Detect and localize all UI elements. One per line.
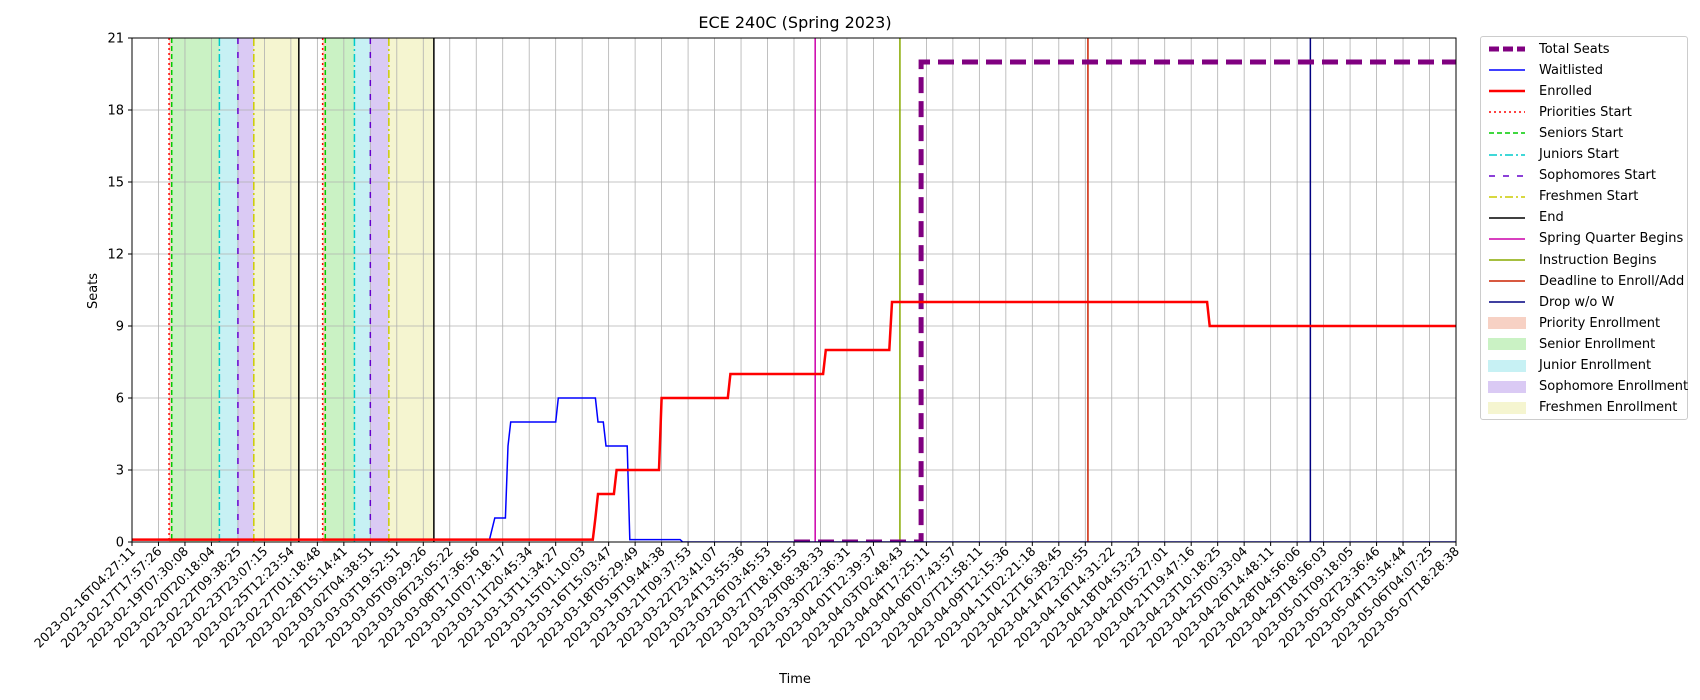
region-senior-enrollment-1 <box>325 38 355 542</box>
region-priority-enrollment-1 <box>322 38 326 542</box>
legend-label: Total Seats <box>1539 41 1610 57</box>
region-freshmen-enrollment-0 <box>253 38 299 542</box>
series-line-enrolled <box>132 300 1456 541</box>
region-freshmen-enrollment-1 <box>388 38 434 542</box>
legend-label: Deadline to Enroll/Add <box>1539 273 1685 289</box>
region-priority-enrollment-0 <box>169 38 172 542</box>
legend-label: Drop w/o W <box>1539 294 1615 310</box>
legend-swatch-priorities-start <box>1489 111 1525 114</box>
legend-item-freshmen-enrollment: Freshmen Enrollment <box>1487 399 1677 417</box>
legend-item-juniors-start: Juniors Start <box>1487 146 1619 164</box>
y-tick-label: 0 <box>116 536 124 551</box>
legend-item-end: End <box>1487 209 1564 227</box>
chart-title: ECE 240C (Spring 2023) <box>698 13 891 32</box>
legend-label: Freshmen Enrollment <box>1539 400 1678 416</box>
legend-swatch-juniors-start <box>1489 153 1525 156</box>
legend-patch <box>1488 359 1526 372</box>
legend-label: Seniors Start <box>1539 125 1624 141</box>
legend-item-freshmen-start: Freshmen Start <box>1487 188 1638 206</box>
plot-area: 0 3 6 9 12 15 18 21 2023-02-16T04:27:112023-02-1… <box>31 32 1462 651</box>
legend-swatch-sophomores-start <box>1489 174 1525 177</box>
legend-patch <box>1488 317 1526 330</box>
region-sophomore-enrollment-0 <box>237 38 254 542</box>
legend-item-sophomores-start: Sophomores Start <box>1487 167 1656 185</box>
series-line-waitlisted <box>132 397 1456 542</box>
x-axis-label: Time <box>778 672 811 687</box>
y-axis-label: Seats <box>86 273 101 309</box>
legend-swatch-seniors-start <box>1489 132 1525 135</box>
legend-item-priority-enrollment: Priority Enrollment <box>1487 314 1660 332</box>
y-axis: 0 3 6 9 12 15 18 21 <box>107 32 132 551</box>
legend-label: Juniors Start <box>1539 147 1619 162</box>
legend-swatch-waitlisted <box>1489 69 1525 71</box>
y-tick-label: 18 <box>107 104 124 119</box>
x-axis: 2023-02-16T04:27:112023-02-17T17:57:2620… <box>31 542 1462 651</box>
legend-item-spring-quarter-begins: Spring Quarter Begins <box>1487 230 1683 248</box>
legend-item-enrolled: Enrolled <box>1487 82 1592 100</box>
legend-item-drop-w-o-w: Drop w/o W <box>1487 293 1614 311</box>
y-tick-label: 6 <box>116 392 124 407</box>
y-tick-label: 15 <box>107 176 124 191</box>
event-lines <box>168 38 1312 542</box>
region-junior-enrollment-1 <box>354 38 371 542</box>
legend-patch <box>1488 401 1526 414</box>
y-tick-label: 12 <box>107 248 124 263</box>
series <box>132 59 1456 542</box>
y-tick-label: 21 <box>107 32 124 47</box>
region-sophomore-enrollment-1 <box>370 38 389 542</box>
chart-legend: Total Seats Waitlisted Enrolled Priorities … <box>1480 36 1688 420</box>
legend-swatch-junior-enrollment <box>1488 359 1526 372</box>
legend-swatch-total-seats <box>1489 46 1525 52</box>
legend-patch <box>1488 338 1526 351</box>
legend-label: Sophomore Enrollment <box>1539 379 1689 395</box>
shaded-regions <box>169 38 434 542</box>
legend-swatch-deadline-to-enroll-add <box>1489 280 1525 282</box>
legend-label: Senior Enrollment <box>1539 336 1656 352</box>
legend-item-senior-enrollment: Senior Enrollment <box>1487 335 1655 353</box>
legend-label: Enrolled <box>1539 83 1592 99</box>
legend-label: Priority Enrollment <box>1539 315 1661 331</box>
legend-patch <box>1488 380 1526 393</box>
legend-item-deadline-to-enroll-add: Deadline to Enroll/Add <box>1487 272 1684 290</box>
legend-swatch-drop-w-o-w <box>1489 301 1525 303</box>
region-senior-enrollment-0 <box>171 38 220 542</box>
legend-item-junior-enrollment: Junior Enrollment <box>1487 357 1651 375</box>
legend-swatch-end <box>1489 217 1525 219</box>
legend-swatch-freshmen-enrollment <box>1488 401 1526 414</box>
legend-label: Instruction Begins <box>1539 252 1657 268</box>
legend-label: Sophomores Start <box>1539 168 1656 184</box>
y-tick-label: 9 <box>116 320 124 335</box>
legend-item-seniors-start: Seniors Start <box>1487 124 1623 142</box>
legend-label: Priorities Start <box>1539 104 1632 120</box>
legend-swatch-enrolled <box>1489 89 1525 93</box>
legend-swatch-priority-enrollment <box>1488 317 1526 330</box>
legend-swatch-spring-quarter-begins <box>1489 238 1525 240</box>
legend-label: Spring Quarter Begins <box>1539 231 1684 247</box>
legend-label: Junior Enrollment <box>1539 358 1652 373</box>
legend-swatch-sophomore-enrollment <box>1488 380 1526 393</box>
legend-item-instruction-begins: Instruction Begins <box>1487 251 1657 269</box>
legend-item-total-seats: Total Seats <box>1487 40 1610 58</box>
legend-label: Freshmen Start <box>1539 189 1639 205</box>
legend-item-priorities-start: Priorities Start <box>1487 103 1632 121</box>
region-junior-enrollment-0 <box>219 38 238 542</box>
legend-item-waitlisted: Waitlisted <box>1487 61 1603 79</box>
legend-swatch-senior-enrollment <box>1488 338 1526 351</box>
legend-label: Waitlisted <box>1539 62 1604 78</box>
legend-label: End <box>1539 210 1564 226</box>
y-tick-label: 3 <box>116 464 124 479</box>
legend-item-sophomore-enrollment: Sophomore Enrollment <box>1487 378 1688 396</box>
legend-swatch-freshmen-start <box>1489 195 1525 198</box>
legend-swatch-instruction-begins <box>1489 259 1525 261</box>
